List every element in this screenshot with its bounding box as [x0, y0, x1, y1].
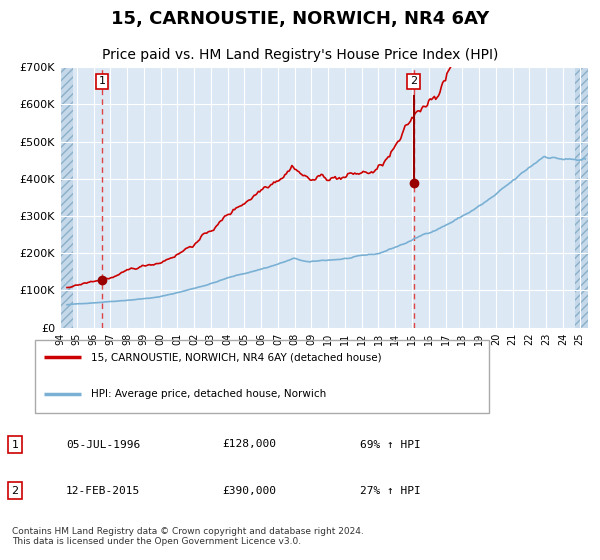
Text: 27% ↑ HPI: 27% ↑ HPI: [360, 486, 421, 496]
Text: 15, CARNOUSTIE, NORWICH, NR4 6AY: 15, CARNOUSTIE, NORWICH, NR4 6AY: [111, 10, 489, 28]
Text: HPI: Average price, detached house, Norwich: HPI: Average price, detached house, Norw…: [91, 389, 326, 399]
Text: 2: 2: [410, 76, 417, 86]
Text: £128,000: £128,000: [222, 440, 276, 450]
Text: Price paid vs. HM Land Registry's House Price Index (HPI): Price paid vs. HM Land Registry's House …: [102, 48, 498, 62]
Bar: [575, 67, 588, 328]
Text: 69% ↑ HPI: 69% ↑ HPI: [360, 440, 421, 450]
Text: 12-FEB-2015: 12-FEB-2015: [66, 486, 140, 496]
Text: 1: 1: [11, 440, 19, 450]
Text: 1: 1: [98, 76, 106, 86]
Bar: [60, 67, 73, 328]
Text: 15, CARNOUSTIE, NORWICH, NR4 6AY (detached house): 15, CARNOUSTIE, NORWICH, NR4 6AY (detach…: [91, 352, 382, 362]
Text: 05-JUL-1996: 05-JUL-1996: [66, 440, 140, 450]
Text: Contains HM Land Registry data © Crown copyright and database right 2024.
This d: Contains HM Land Registry data © Crown c…: [12, 526, 364, 546]
Text: £390,000: £390,000: [222, 486, 276, 496]
Text: 2: 2: [11, 486, 19, 496]
